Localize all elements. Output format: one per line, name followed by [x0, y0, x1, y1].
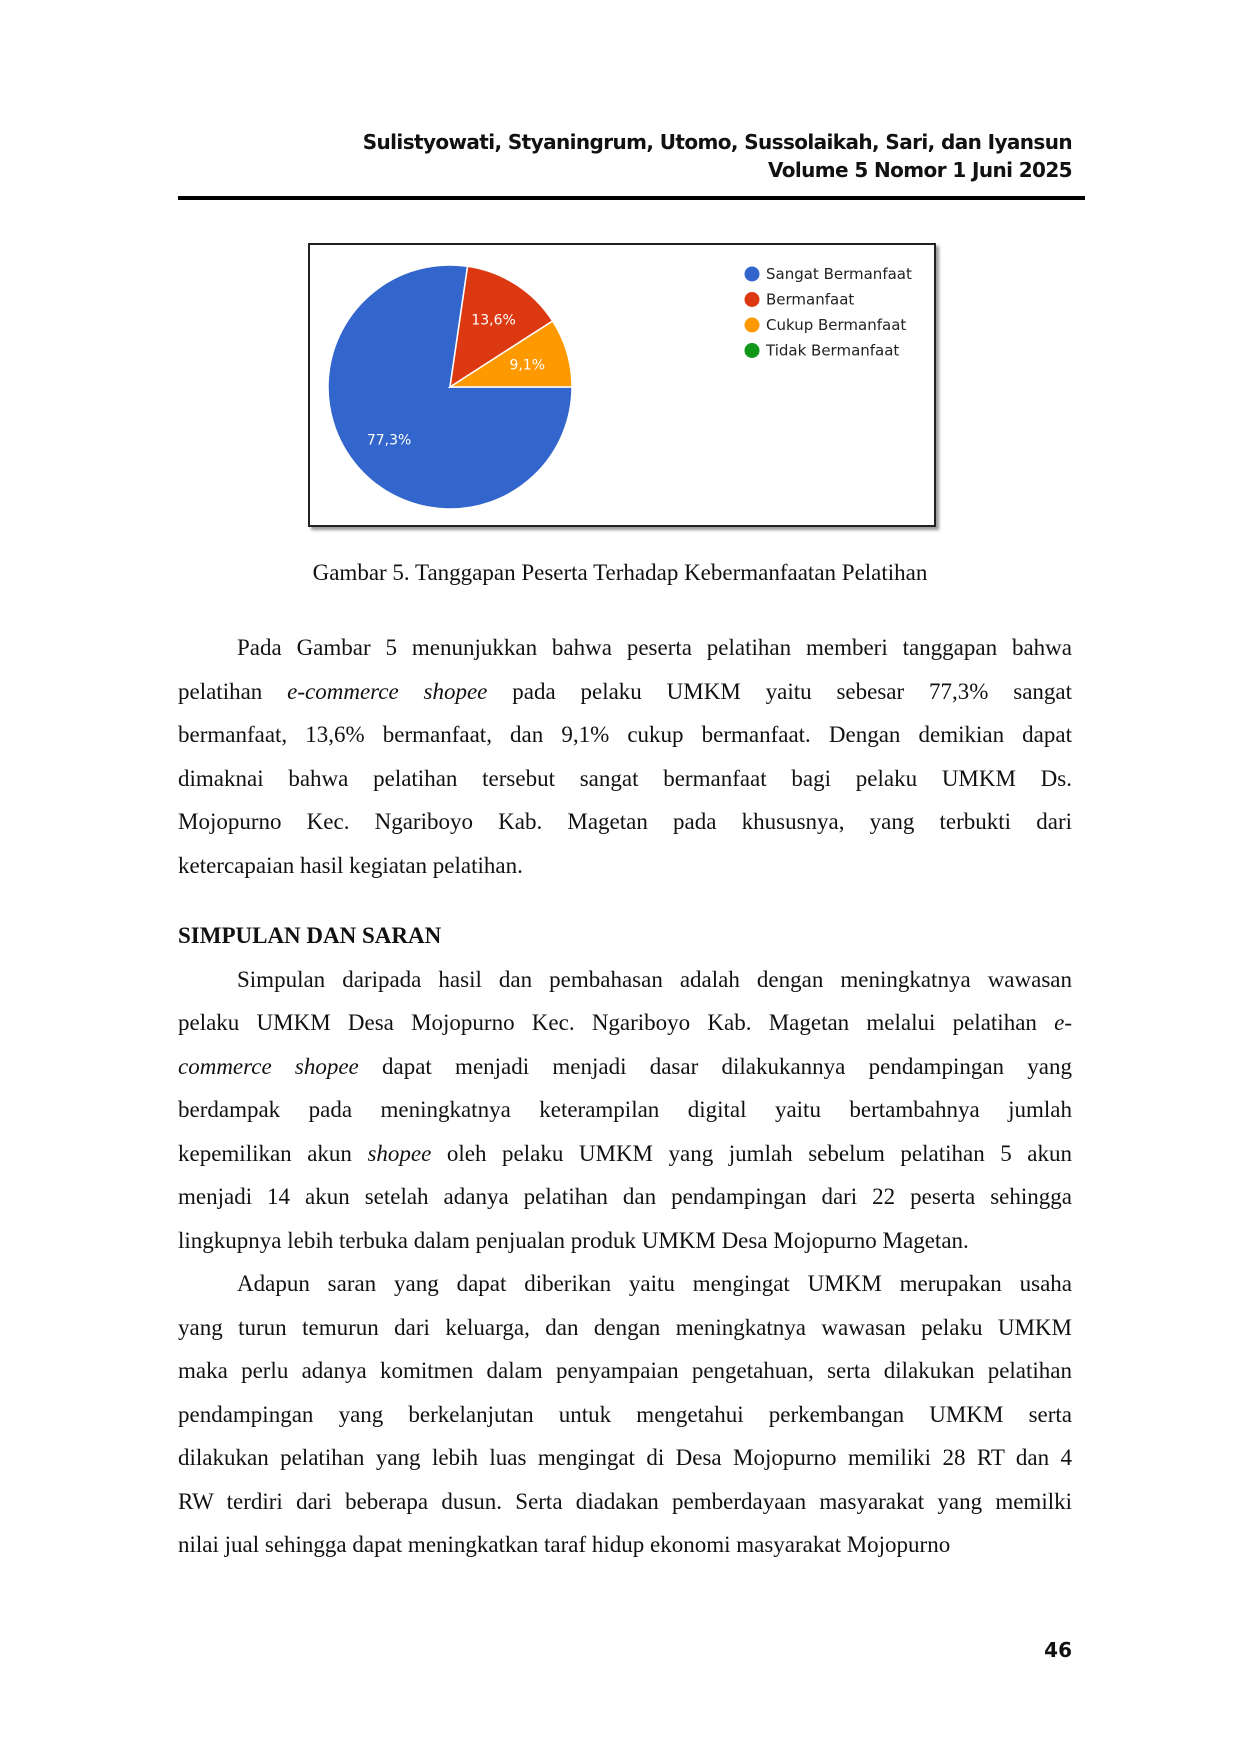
- page-number: 46: [1044, 1638, 1072, 1662]
- text-run: Pada Gambar 5 menunjukkan bahwa peserta …: [237, 635, 1072, 660]
- pie-data-label: 9,1%: [509, 357, 545, 373]
- section-gap: [178, 887, 1072, 914]
- body-text: Pada Gambar 5 menunjukkan bahwa peserta …: [178, 626, 1072, 1567]
- pie-slice-cukup-bermanfaat: [447, 319, 573, 388]
- italic-term: e-: [1054, 1010, 1072, 1035]
- legend-label: Sangat Bermanfaat: [766, 265, 912, 283]
- running-header-authors: Sulistyowati, Styaningrum, Utomo, Sussol…: [362, 130, 1073, 154]
- text-line: Mojopurno Kec. Ngariboyo Kab. Magetan pa…: [178, 800, 1072, 844]
- italic-term: e-commerce shopee: [287, 678, 488, 704]
- text-line: RW terdiri dari beberapa dusun. Serta di…: [178, 1480, 1072, 1524]
- text-line: Simpulan daripada hasil dan pembahasan a…: [178, 958, 1072, 1002]
- text-run: berdampak pada meningkatnya keterampilan…: [178, 1097, 1072, 1122]
- text-run: pada pelaku UMKM yaitu sebesar 77,3% san…: [487, 678, 1073, 704]
- text-line: menjadi 14 akun setelah adanya pelatihan…: [178, 1175, 1072, 1219]
- pie-chart: 77,3% 13,6% 9,1% Sangat Bermanfaat Bermanfaa…: [308, 243, 936, 527]
- text-run: Simpulan daripada hasil dan pembahasan a…: [237, 966, 1072, 992]
- running-header-volume: Volume 5 Nomor 1 Juni 2025: [767, 158, 1073, 182]
- pie-data-label: 77,3%: [367, 433, 411, 449]
- legend-label: Tidak Bermanfaat: [765, 342, 899, 360]
- paragraph: Pada Gambar 5 menunjukkan bahwa peserta …: [178, 626, 1072, 887]
- text-line: lingkupnya lebih terbuka dalam penjualan…: [178, 1219, 1072, 1263]
- text-line: ketercapaian hasil kegiatan pelatihan.: [178, 844, 1072, 888]
- paragraph: Adapun saran yang dapat diberikan yaitu …: [178, 1262, 1072, 1567]
- text-run: menjadi 14 akun setelah adanya pelatihan…: [178, 1184, 1072, 1209]
- paragraph: Simpulan daripada hasil dan pembahasan a…: [178, 958, 1072, 1263]
- text-run: kepemilikan akun: [178, 1140, 368, 1166]
- text-line: kepemilikan akun shopee oleh pelaku UMKM…: [178, 1132, 1072, 1176]
- pie-slice-bermanfaat: [449, 265, 554, 389]
- text-run: yang turun temurun dari keluarga, dan de…: [178, 1314, 1072, 1340]
- text-line: pendampingan yang berkelanjutan untuk me…: [178, 1393, 1072, 1437]
- legend-swatch: [744, 317, 760, 333]
- text-line: berdampak pada meningkatnya keterampilan…: [178, 1088, 1072, 1132]
- text-run: oleh pelaku UMKM yang jumlah sebelum pel…: [431, 1140, 1072, 1166]
- text-run: nilai jual sehingga dapat meningkatkan t…: [178, 1532, 951, 1557]
- text-line: maka perlu adanya komitmen dalam penyamp…: [178, 1349, 1072, 1393]
- text-run: pelaku UMKM Desa Mojopurno Kec. Ngariboy…: [178, 1010, 1055, 1035]
- text-run: dimaknai bahwa pelatihan tersebut sangat…: [178, 765, 1072, 791]
- text-line: Pada Gambar 5 menunjukkan bahwa peserta …: [178, 626, 1072, 670]
- text-line: dimaknai bahwa pelatihan tersebut sangat…: [178, 757, 1072, 801]
- pie-data-label: 13,6%: [471, 312, 515, 328]
- header-rule: [178, 196, 1085, 200]
- text-line: pelatihan e-commerce shopee pada pelaku …: [178, 670, 1072, 714]
- figure-caption: Gambar 5. Tanggapan Peserta Terhadap Keb…: [312, 560, 928, 585]
- legend-swatch: [744, 343, 760, 358]
- text-line: pelaku UMKM Desa Mojopurno Kec. Ngariboy…: [178, 1001, 1072, 1045]
- text-run: bermanfaat, 13,6% bermanfaat, dan 9,1% c…: [178, 722, 1072, 747]
- legend-swatch: [744, 266, 760, 282]
- text-run: Adapun saran yang dapat diberikan yaitu …: [237, 1271, 1072, 1296]
- italic-term: shopee: [367, 1140, 432, 1166]
- text-line: Adapun saran yang dapat diberikan yaitu …: [178, 1262, 1072, 1306]
- text-line: bermanfaat, 13,6% bermanfaat, dan 9,1% c…: [178, 713, 1072, 757]
- text-run: maka perlu adanya komitmen dalam penyamp…: [178, 1358, 1072, 1383]
- text-run: dilakukan pelatihan yang lebih luas meng…: [178, 1445, 1072, 1470]
- pie-chart-svg: 77,3% 13,6% 9,1% Sangat Bermanfaat Bermanfaa…: [327, 264, 912, 510]
- text-run: pendampingan yang berkelanjutan untuk me…: [178, 1401, 1072, 1427]
- text-line: dilakukan pelatihan yang lebih luas meng…: [178, 1436, 1072, 1480]
- text-line: yang turun temurun dari keluarga, dan de…: [178, 1306, 1072, 1350]
- legend-swatch: [744, 292, 760, 307]
- legend-label: Cukup Bermanfaat: [766, 316, 906, 334]
- legend-label: Bermanfaat: [766, 291, 854, 309]
- text-run: RW terdiri dari beberapa dusun. Serta di…: [178, 1488, 1072, 1514]
- italic-term: commerce shopee: [178, 1053, 359, 1079]
- text-run: Mojopurno Kec. Ngariboyo Kab. Magetan pa…: [178, 809, 1072, 834]
- text-run: dapat menjadi menjadi dasar dilakukannya…: [358, 1053, 1072, 1079]
- text-line: nilai jual sehingga dapat meningkatkan t…: [178, 1523, 1072, 1567]
- section-heading: SIMPULAN DAN SARAN: [178, 923, 442, 948]
- text-run: ketercapaian hasil kegiatan pelatihan.: [178, 852, 523, 878]
- text-run: pelatihan: [178, 678, 288, 704]
- text-run: lingkupnya lebih terbuka dalam penjualan…: [178, 1227, 969, 1253]
- text-line: commerce shopee dapat menjadi menjadi da…: [178, 1045, 1072, 1089]
